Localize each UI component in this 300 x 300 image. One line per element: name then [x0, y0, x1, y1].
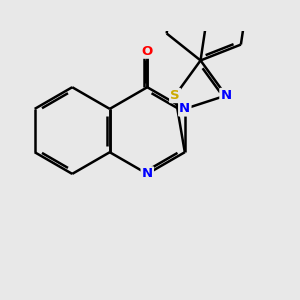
Text: N: N	[179, 102, 190, 116]
Text: N: N	[220, 89, 232, 102]
Text: O: O	[142, 45, 153, 58]
Text: N: N	[142, 167, 153, 180]
Text: S: S	[170, 89, 180, 102]
